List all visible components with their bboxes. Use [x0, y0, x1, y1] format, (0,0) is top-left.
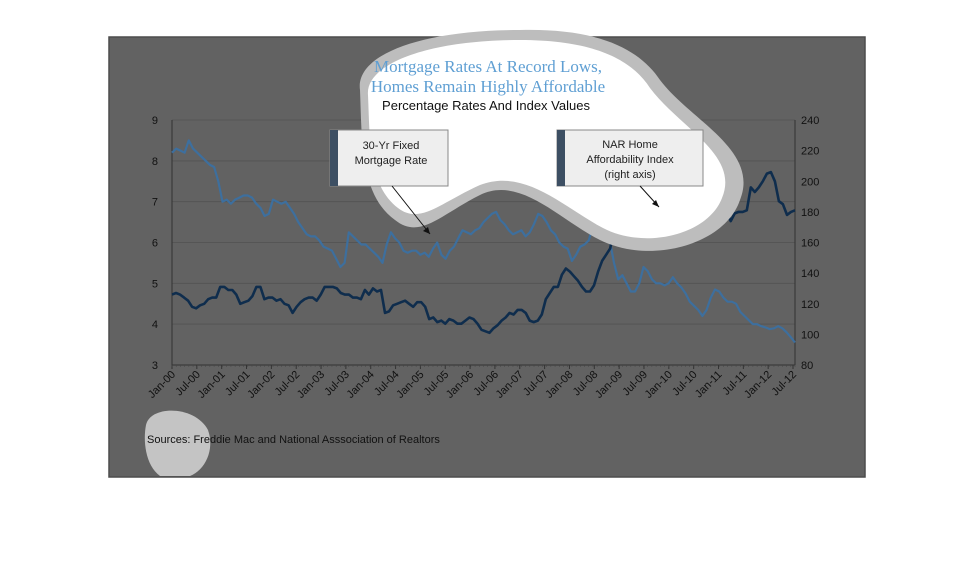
- y-right-tick-label: 80: [801, 360, 813, 372]
- y-right-tick-label: 220: [801, 146, 819, 158]
- annotation-nar-shade: [557, 130, 565, 186]
- annotation-mortgage-box: [329, 129, 449, 187]
- annotation-mortgage: 30-Yr Fixed Mortgage Rate: [329, 129, 449, 235]
- y-left-tick-label: 9: [152, 115, 158, 127]
- y-right-tick-label: 180: [801, 207, 819, 219]
- left-axis-labels: 3 4 5 6 7 8 9: [152, 115, 158, 372]
- chart-title-line-2: Homes Remain Highly Affordable: [371, 77, 605, 96]
- chart-title-line-1: Mortgage Rates At Record Lows,: [374, 57, 602, 76]
- annotation-nar-line-3: (right axis): [604, 169, 655, 181]
- annotation-mortgage-line-1: 30-Yr Fixed: [363, 140, 420, 152]
- y-right-tick-label: 160: [801, 238, 819, 250]
- y-left-tick-label: 8: [152, 156, 158, 168]
- annotation-nar-arrowhead: [652, 200, 659, 207]
- y-left-tick-label: 6: [152, 238, 158, 250]
- y-right-tick-label: 200: [801, 176, 819, 188]
- chart-subtitle: Percentage Rates And Index Values: [382, 98, 590, 113]
- y-right-tick-label: 240: [801, 115, 819, 127]
- source-note: Sources: Freddie Mac and National Asssoc…: [147, 434, 440, 446]
- y-right-tick-label: 120: [801, 299, 819, 311]
- highlight-blob-small: [144, 410, 211, 476]
- annotation-mortgage-line-2: Mortgage Rate: [355, 155, 428, 167]
- annotation-mortgage-arrow: [391, 185, 431, 235]
- highlight-blob-inner: [367, 40, 726, 239]
- annotation-nar-line-1: NAR Home: [602, 139, 658, 151]
- y-right-tick-label: 100: [801, 329, 819, 341]
- y-left-tick-label: 5: [152, 278, 158, 290]
- y-right-tick-label: 140: [801, 268, 819, 280]
- y-left-tick-label: 4: [152, 319, 158, 331]
- annotation-nar-line-2: Affordability Index: [586, 154, 674, 166]
- series-mortgage-rate-line: [171, 139, 796, 344]
- annotation-mortgage-arrowhead: [423, 227, 430, 234]
- y-left-tick-label: 7: [152, 197, 158, 209]
- x-axis-ticks: [171, 365, 796, 369]
- annotation-mortgage-shade: [330, 130, 338, 186]
- right-axis-labels: 80 100 120 140 160 180 200 220 240: [801, 115, 819, 372]
- y-left-tick-label: 3: [152, 360, 158, 372]
- annotation-nar: NAR Home Affordability Index (right axis…: [556, 129, 704, 208]
